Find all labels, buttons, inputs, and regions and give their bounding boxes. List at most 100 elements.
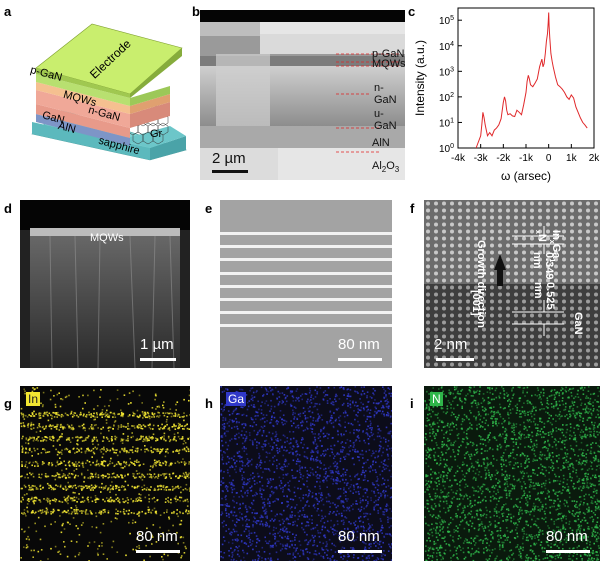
eds-speckle [385, 510, 388, 512]
eds-speckle [321, 515, 323, 517]
eds-speckle [360, 394, 363, 396]
eds-speckle [343, 402, 345, 405]
eds-speckle [147, 511, 150, 513]
eds-speckle [236, 518, 238, 520]
eds-speckle [21, 437, 23, 440]
eds-speckle [84, 439, 87, 441]
eds-speckle [366, 496, 369, 498]
eds-speckle [287, 553, 289, 555]
eds-speckle [230, 486, 233, 489]
eds-speckle [256, 444, 258, 447]
eds-speckle [30, 427, 32, 430]
eds-speckle [155, 541, 158, 543]
eds-speckle [550, 518, 553, 521]
eds-speckle [564, 389, 567, 392]
eds-speckle [228, 550, 230, 552]
eds-speckle [96, 459, 98, 462]
eds-speckle [491, 417, 493, 420]
eds-speckle [551, 465, 554, 467]
eds-speckle [62, 415, 65, 417]
eds-speckle [322, 555, 325, 558]
eds-speckle [169, 463, 172, 465]
eds-speckle [307, 417, 309, 419]
eds-speckle [369, 420, 372, 422]
eds-speckle [431, 555, 434, 557]
eds-speckle [431, 515, 434, 518]
eds-speckle [586, 486, 588, 488]
eds-speckle [256, 538, 258, 540]
eds-speckle [312, 397, 315, 400]
eds-speckle [313, 436, 316, 439]
eds-speckle [220, 408, 223, 410]
eds-speckle [363, 527, 365, 529]
eds-speckle [162, 404, 164, 407]
eds-speckle [456, 490, 458, 492]
eds-speckle [317, 508, 319, 510]
eds-speckle [439, 459, 442, 461]
panel-label-f: f [410, 201, 415, 216]
eds-speckle [488, 558, 491, 560]
eds-speckle [243, 477, 246, 480]
eds-speckle [335, 467, 338, 470]
eds-speckle [152, 465, 154, 467]
eds-speckle [306, 521, 308, 523]
eds-speckle [130, 498, 132, 500]
eds-speckle [586, 511, 589, 513]
eds-speckle [363, 386, 365, 388]
eds-speckle [526, 504, 529, 507]
eds-speckle [139, 438, 141, 440]
eds-speckle [569, 430, 572, 432]
eds-speckle [318, 403, 321, 406]
eds-speckle [173, 437, 175, 440]
eds-speckle [67, 496, 69, 499]
eds-speckle [265, 451, 268, 453]
eds-speckle [30, 415, 32, 417]
eds-speckle [277, 532, 279, 534]
eds-speckle [595, 476, 597, 479]
eds-speckle [342, 412, 345, 414]
eds-speckle [386, 398, 388, 401]
eds-speckle [223, 552, 226, 554]
eds-speckle [356, 483, 359, 485]
eds-speckle [260, 459, 262, 462]
eds-speckle [149, 555, 151, 558]
eds-speckle [291, 453, 294, 455]
eds-speckle [309, 415, 312, 418]
eds-speckle [499, 433, 501, 436]
eds-speckle [326, 421, 328, 423]
eds-speckle [225, 507, 227, 510]
eds-speckle [231, 556, 233, 558]
eds-speckle [228, 457, 230, 460]
eds-speckle [358, 456, 360, 458]
eds-speckle [275, 498, 278, 500]
eds-speckle [274, 536, 277, 538]
eds-speckle [514, 462, 517, 464]
eds-speckle [338, 512, 340, 515]
eds-speckle [26, 424, 29, 426]
eds-speckle [390, 422, 392, 425]
eds-speckle [55, 427, 58, 430]
eds-speckle [357, 451, 359, 453]
eds-speckle [334, 532, 337, 535]
eds-speckle [472, 494, 475, 497]
eds-speckle [138, 513, 141, 515]
eds-speckle [311, 519, 313, 521]
eds-speckle [560, 540, 562, 543]
eds-speckle [277, 390, 280, 393]
eds-speckle [366, 391, 369, 393]
eds-speckle [172, 439, 175, 441]
eds-speckle [76, 443, 78, 445]
eds-speckle [50, 513, 52, 515]
eds-speckle [177, 485, 179, 487]
eds-speckle [479, 442, 482, 445]
eds-speckle [374, 456, 376, 459]
eds-speckle [513, 429, 515, 431]
eds-speckle [272, 501, 274, 503]
eds-speckle [301, 398, 303, 401]
eds-speckle [551, 446, 554, 448]
eds-speckle [471, 444, 474, 447]
scalebar-h-label: 80 nm [338, 528, 380, 545]
eds-speckle [383, 536, 386, 538]
eds-speckle [37, 465, 39, 467]
eds-speckle [67, 461, 70, 464]
